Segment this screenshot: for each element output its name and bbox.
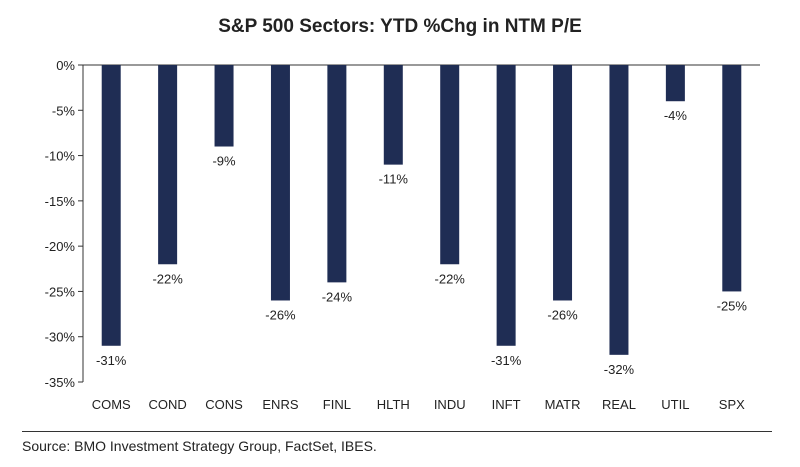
x-label-indu: INDU — [434, 397, 466, 412]
data-label-util: -4% — [664, 108, 688, 123]
data-label-coms: -31% — [96, 353, 127, 368]
x-label-cond: COND — [148, 397, 186, 412]
x-label-util: UTIL — [661, 397, 689, 412]
bar-enrs — [270, 65, 290, 301]
data-label-indu: -22% — [435, 271, 466, 286]
bar-inft — [496, 65, 516, 346]
y-tick-label: -35% — [45, 375, 76, 390]
bar-real — [609, 65, 629, 355]
y-tick-label: -25% — [45, 284, 76, 299]
x-label-coms: COMS — [92, 397, 131, 412]
data-label-cond: -22% — [152, 271, 183, 286]
y-axis: 0% -5% -10% -15% -20% -25% -30% -35% — [45, 58, 760, 390]
data-label-spx: -25% — [717, 298, 748, 313]
y-tick-label: -15% — [45, 194, 76, 209]
x-label-finl: FINL — [323, 397, 351, 412]
bar-finl — [327, 65, 347, 283]
bar-chart: S&P 500 Sectors: YTD %Chg in NTM P/E 0% -… — [45, 16, 760, 412]
data-label-hlth: -11% — [379, 172, 409, 187]
data-label-cons: -9% — [212, 154, 236, 169]
data-label-finl: -24% — [322, 289, 353, 304]
bar-indu — [440, 65, 460, 265]
bar-matr — [553, 65, 573, 301]
data-label-real: -32% — [604, 362, 635, 377]
x-axis-labels: COMS COND CONS ENRS FINL HLTH INDU INFT MATR REAL… — [92, 397, 745, 412]
x-label-inft: INFT — [492, 397, 521, 412]
y-tick-label: 0% — [56, 58, 75, 73]
chart-title: S&P 500 Sectors: YTD %Chg in NTM P/E — [218, 16, 582, 37]
x-label-hlth: HLTH — [377, 397, 410, 412]
data-labels: -31% -22% -9% -26% -24% -11% -22% -31% -26% -32% -… — [96, 108, 747, 377]
x-label-spx: SPX — [719, 397, 745, 412]
bar-util — [665, 65, 685, 102]
y-tick-label: -5% — [52, 103, 76, 118]
y-tick-label: -30% — [45, 330, 76, 345]
y-tick-label: -10% — [45, 149, 76, 164]
x-label-enrs: ENRS — [262, 397, 298, 412]
x-label-cons: CONS — [205, 397, 243, 412]
bar-cons — [214, 65, 234, 147]
footer-divider — [22, 431, 772, 432]
bar-cond — [158, 65, 178, 265]
data-label-matr: -26% — [547, 307, 578, 322]
bar-hlth — [383, 65, 403, 165]
x-label-real: REAL — [602, 397, 636, 412]
bars — [101, 65, 742, 355]
source-note: Source: BMO Investment Strategy Group, F… — [22, 438, 377, 454]
data-label-inft: -31% — [491, 353, 522, 368]
x-label-matr: MATR — [545, 397, 581, 412]
bar-spx — [722, 65, 742, 292]
y-tick-label: -20% — [45, 239, 76, 254]
bar-coms — [101, 65, 121, 346]
data-label-enrs: -26% — [265, 307, 296, 322]
